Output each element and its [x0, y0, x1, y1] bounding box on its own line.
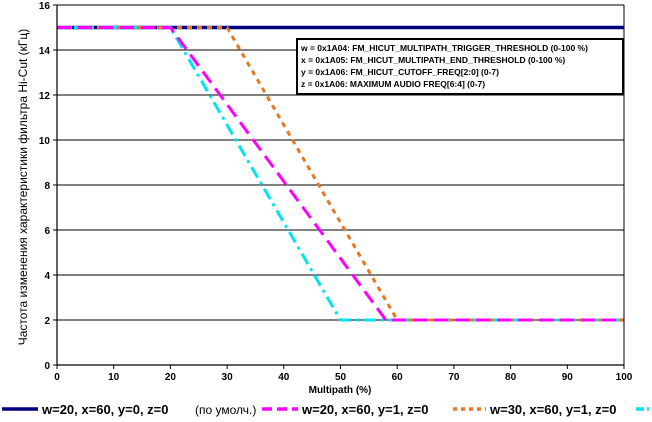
- x-axis-label: Multipath (%): [309, 385, 372, 396]
- x-tick-label-70: 70: [448, 372, 460, 383]
- y-tick-label-2: 2: [44, 316, 50, 327]
- y-tick-label-6: 6: [44, 226, 50, 237]
- x-tick-label-100: 100: [616, 372, 633, 383]
- legend-label-series-0: w=20, x=60, y=0, z=0: [41, 402, 169, 417]
- series-line-1: [57, 26, 624, 322]
- x-tick-label-0: 0: [54, 372, 60, 383]
- annotation-box: w = 0x1A04: FM_HICUT_MULTIPATH_TRIGGER_T…: [296, 38, 624, 95]
- series-layer: [57, 25, 624, 322]
- x-tick-label-90: 90: [562, 372, 574, 383]
- y-tick-label-12: 12: [39, 91, 51, 102]
- legend-note-series-0: (по умолч.): [195, 403, 256, 417]
- legend-label-series-2: w=30, x=60, y=1, z=0: [489, 402, 617, 417]
- y-tick-label-10: 10: [39, 136, 51, 147]
- x-tick-label-20: 20: [165, 372, 177, 383]
- annotation-line-x: x = 0x1A05: FM_HICUT_MULTIPATH_END_THRES…: [301, 55, 565, 65]
- x-tick-label-30: 30: [222, 372, 234, 383]
- x-tick-label-50: 50: [335, 372, 347, 383]
- annotation-line-y: y = 0x1A06: FM_HICUT_CUTOFF_FREQ[2:0] (0…: [301, 67, 499, 77]
- y-tick-label-8: 8: [44, 181, 50, 192]
- y-tick-label-0: 0: [44, 361, 50, 372]
- x-tick-label-60: 60: [392, 372, 404, 383]
- legend: w=20, x=60, y=0, z=0 (по умолч.) w=20, x…: [2, 402, 650, 417]
- x-tick-label-80: 80: [505, 372, 517, 383]
- annotation-line-z: z = 0x1A06: MAXIMUM AUDIO FREQ[6:4] (0-7…: [301, 79, 485, 89]
- legend-label-series-1: w=20, x=60, y=1, z=0: [301, 402, 429, 417]
- y-axis-label: Частота изменения характеристики фильтра…: [16, 29, 30, 346]
- x-tick-label-10: 10: [108, 372, 120, 383]
- y-tick-label-14: 14: [39, 46, 51, 57]
- y-tick-label-16: 16: [39, 1, 51, 12]
- x-tick-labels: 0 10 20 30 40 50 60 70 80 90 100: [54, 372, 633, 383]
- y-tick-label-4: 4: [44, 271, 50, 282]
- y-tick-labels: 0 2 4 6 8 10 12 14 16: [39, 1, 51, 372]
- x-tick-label-40: 40: [278, 372, 290, 383]
- annotation-line-w: w = 0x1A04: FM_HICUT_MULTIPATH_TRIGGER_T…: [300, 43, 588, 53]
